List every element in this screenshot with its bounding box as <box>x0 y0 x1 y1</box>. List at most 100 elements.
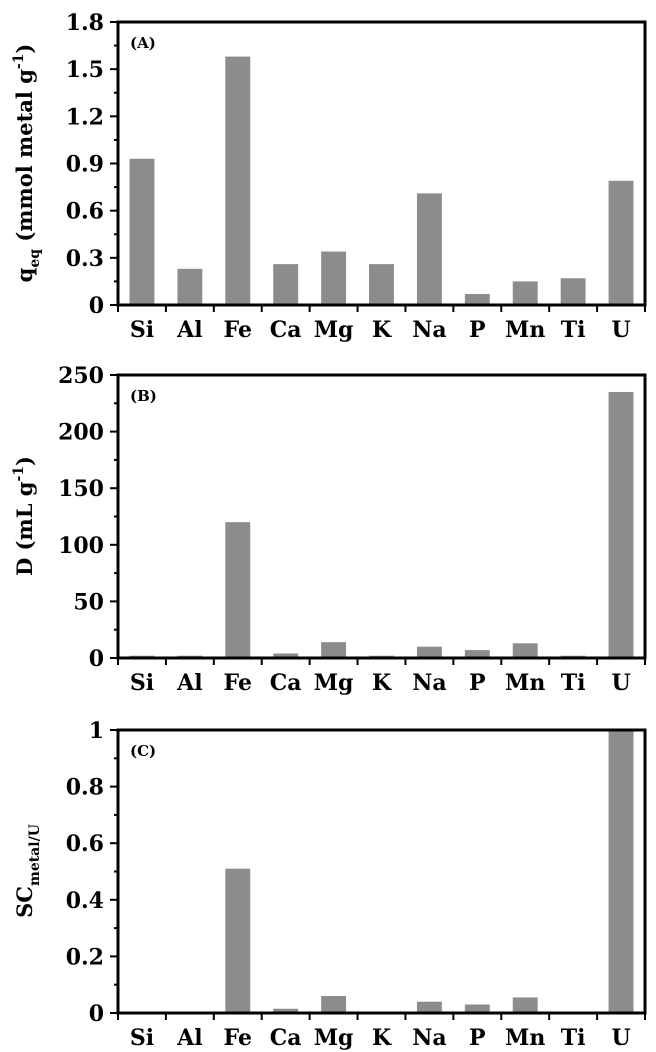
panel-b-x-tick-label: Mn <box>505 670 545 696</box>
panel-c-y-tick-label: 0.4 <box>66 888 104 914</box>
panel-c-x-tick-label: P <box>469 1025 486 1051</box>
panel-c-x-tick-label: U <box>611 1025 630 1051</box>
panel-a-x-tick-label: U <box>611 317 630 343</box>
panel-a-y-tick-label: 0.3 <box>66 246 104 272</box>
panel-a-x-tick-label: Mn <box>505 317 545 343</box>
panel-a-bar-k <box>369 264 394 305</box>
panel-a-y-tick-label: 0.6 <box>66 199 104 225</box>
panel-c-x-tick-label: Ca <box>270 1025 302 1051</box>
panel-a-y-axis-title-end: ) <box>12 44 37 54</box>
panel-c-bar-mn <box>512 997 538 1013</box>
panel-a-bar-mg <box>321 251 347 305</box>
panel-b-bar-mg <box>321 642 347 658</box>
panel-b-y-axis-title-end: ) <box>12 456 37 466</box>
panel-a-x-tick-label: Al <box>176 317 202 343</box>
panel-a-x-tick-label: Na <box>412 317 446 343</box>
panel-b-bar-mn <box>512 643 538 658</box>
panel-c-y-tick-label: 0.6 <box>66 831 104 857</box>
panel-c: 0 0.2 0.4 0.6 0.8 1 Si Al Fe Ca Mg K Na P Mn Ti U (C) SCme… <box>12 718 647 1051</box>
panel-a-y-tick-label: 1.5 <box>66 57 104 83</box>
panel-a-x-tick-label: Si <box>130 317 154 343</box>
panel-b-x-tick-label: Fe <box>224 670 252 696</box>
panel-a-y-axis-title: qeq (mmol metal g-1) <box>11 44 43 283</box>
panel-a: 0 0.3 0.6 0.9 1.2 1.5 1.8 Si Al Fe Ca Mg K Na P Mn Ti U (A… <box>11 10 647 343</box>
panel-b-y-axis-title-sup: -1 <box>11 466 27 482</box>
panel-c-x-tick-label: Na <box>412 1025 446 1051</box>
panel-b-x-tick-label: Mg <box>314 670 354 696</box>
panel-b-label: (B) <box>130 387 157 405</box>
panel-a-bar-p <box>464 293 490 305</box>
panel-c-bar-p <box>464 1004 490 1013</box>
panel-b-x-tick-label: Si <box>130 670 154 696</box>
panel-c-y-tick-label: 0.2 <box>66 944 104 970</box>
panel-b-y-tick-label: 100 <box>58 533 104 559</box>
panel-a-y-axis-title-main: q <box>12 267 37 282</box>
panel-c-x-tick-label: Si <box>130 1025 154 1051</box>
panel-c-bar-ca <box>273 1008 299 1013</box>
panel-b-plot-frame <box>116 373 647 660</box>
panel-c-bar-na <box>416 1001 442 1013</box>
panel-c-y-axis-title-sub: metal/U <box>27 824 43 886</box>
panel-b-x-tick-label: Na <box>412 670 446 696</box>
panel-a-x-tick-label: P <box>469 317 486 343</box>
panel-b-x-tick-label: Ca <box>270 670 302 696</box>
panel-b-x-tick-label: Al <box>176 670 202 696</box>
panel-c-x-tick-label: Al <box>176 1025 202 1051</box>
panel-a-bar-mn <box>512 281 538 305</box>
panel-b-x-tick-label: K <box>372 670 392 696</box>
panel-c-y-tick-label: 1 <box>89 718 104 744</box>
panel-b-bar-u <box>608 391 634 658</box>
panel-b-bar-p <box>464 650 490 658</box>
panel-a-y-axis-title-sub: eq <box>27 249 43 268</box>
panel-c-x-tick-label: Mn <box>505 1025 545 1051</box>
panel-a-bar-al <box>177 268 203 305</box>
panel-a-bar-na <box>416 193 442 305</box>
panel-c-x-tick-label: Ti <box>561 1025 586 1051</box>
panel-a-y-tick-label: 1.8 <box>66 10 104 36</box>
panel-a-bar-si <box>129 158 155 305</box>
panel-c-y-tick-label: 0.8 <box>66 775 104 801</box>
panel-c-bar-mg <box>321 996 347 1013</box>
panel-a-y-tick-label: 0.9 <box>66 152 104 178</box>
panel-c-bar-u <box>608 730 634 1013</box>
panel-b-y-tick-label: 50 <box>73 589 104 615</box>
panel-b-x-tick-label: U <box>611 670 630 696</box>
panel-c-y-axis-title-main: SC <box>12 886 37 918</box>
panel-a-x-tick-label: Fe <box>224 317 252 343</box>
panel-a-bar-fe <box>225 56 251 306</box>
panel-c-x-tick-label: Mg <box>314 1025 354 1051</box>
panel-c-y-tick-label: 0 <box>89 1001 104 1027</box>
panel-c-x-tick-label: Fe <box>224 1025 252 1051</box>
panel-b-x-tick-label: P <box>469 670 486 696</box>
panel-a-y-tick-label: 1.2 <box>66 104 104 130</box>
panel-b-bar-na <box>416 646 442 658</box>
panel-c-y-axis-title: SCmetal/U <box>12 824 43 918</box>
panel-a-label: (A) <box>130 34 156 52</box>
panel-b-y-tick-label: 0 <box>89 646 104 672</box>
panel-a-y-tick-label: 0 <box>89 293 104 319</box>
panel-b-y-axis-title: D (mL g-1) <box>11 456 37 576</box>
panel-a-y-axis-title-rest: (mmol metal g <box>12 69 37 249</box>
panel-b-bar-fe <box>225 522 251 658</box>
panel-b-bar-ca <box>273 653 299 658</box>
panel-a-x-tick-label: Ca <box>270 317 302 343</box>
panel-b-y-tick-label: 200 <box>58 420 104 446</box>
panel-a-bar-ca <box>273 264 299 305</box>
panel-b-y-axis-title-main: D (mL g <box>12 481 37 576</box>
panel-c-bar-fe <box>225 868 251 1013</box>
panel-a-y-axis-title-sup: -1 <box>11 54 27 70</box>
panel-a-bar-ti <box>560 278 586 305</box>
panel-b-y-tick-label: 150 <box>58 476 104 502</box>
panel-b-x-tick-label: Ti <box>561 670 586 696</box>
panel-c-label: (C) <box>130 742 156 760</box>
panel-b-y-tick-label: 250 <box>58 363 104 389</box>
panel-a-x-tick-label: Ti <box>561 317 586 343</box>
panel-c-plot-frame <box>116 728 647 1015</box>
panel-a-bar-u <box>608 180 634 305</box>
panel-a-plot-frame <box>116 20 647 307</box>
panel-a-x-tick-label: K <box>372 317 392 343</box>
panel-c-x-tick-label: K <box>372 1025 392 1051</box>
panel-a-x-tick-label: Mg <box>314 317 354 343</box>
panel-b: 0 50 100 150 200 250 Si Al Fe Ca Mg K Na P Mn Ti U (B) D (… <box>11 363 647 696</box>
